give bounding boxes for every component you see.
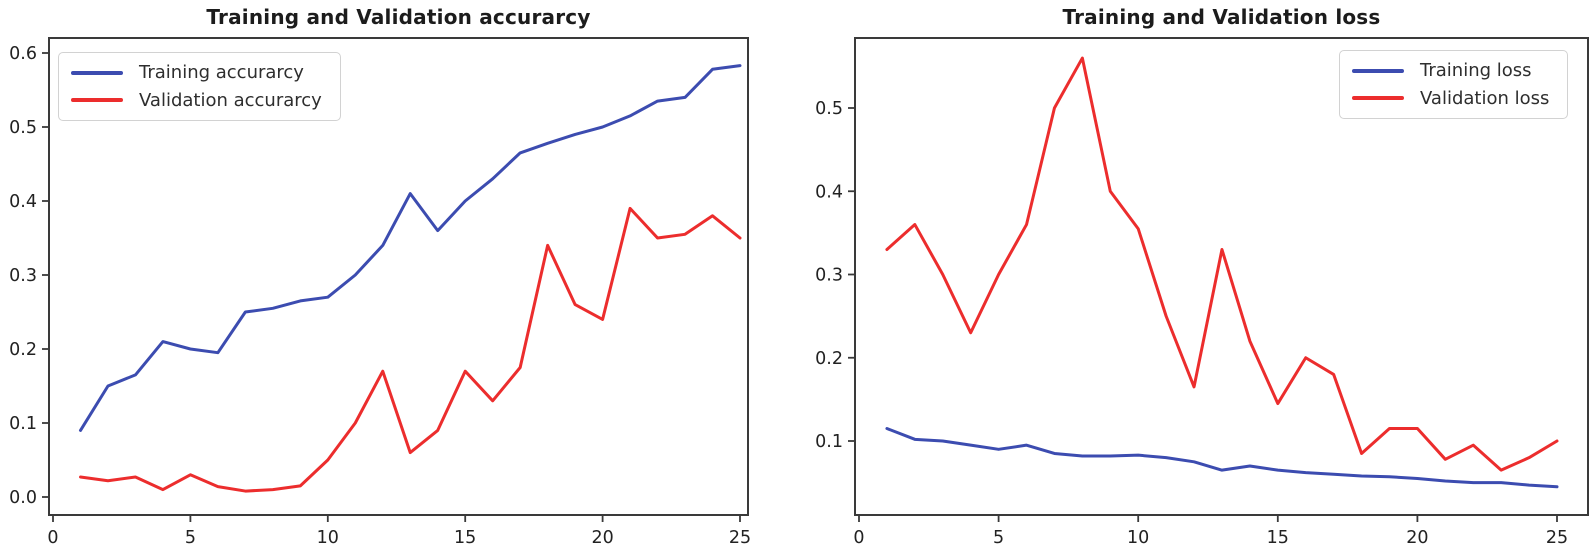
y-tick-label: 0.2 [9,340,37,360]
axes-spines [854,37,1589,516]
x-tick-label: 5 [185,528,196,548]
training-line-swatch-icon [71,70,123,75]
x-tick-label: 0 [853,528,864,548]
legend-entry-training-accuracy: Training accurarcy [71,62,322,84]
axes-spines [48,37,749,516]
x-tick-label: 10 [317,528,339,548]
y-tick-label: 0.3 [815,266,843,286]
x-tick-label: 25 [1546,528,1568,548]
y-tick-label: 0.5 [9,118,37,138]
legend-label: Validation loss [1420,87,1550,109]
validation-line-swatch-icon [71,98,123,103]
y-tick-label: 0.1 [9,414,37,434]
x-tick-label: 15 [1267,528,1289,548]
validation-line-swatch-icon [1352,96,1404,101]
legend-entry-validation-accuracy: Validation accurarcy [71,90,322,112]
legend-entry-training-loss: Training loss [1352,60,1549,82]
loss-chart-title: Training and Validation loss [1062,5,1381,29]
x-tick-label: 5 [993,528,1004,548]
training-series-line [885,427,1559,489]
legend-entry-validation-loss: Validation loss [1352,88,1549,110]
x-tick-label: 25 [729,528,751,548]
y-tick-label: 0.5 [815,99,843,119]
training-line-swatch-icon [1352,68,1404,73]
x-tick-label: 10 [1127,528,1149,548]
accuracy-chart-title: Training and Validation accurarcy [206,5,591,29]
legend-label: Training loss [1420,60,1532,81]
y-tick-label: 0.4 [815,182,843,202]
accuracy-legend: Training accurarcy Validation accurarcy [58,52,341,122]
loss-legend: Training loss Validation loss [1339,50,1569,120]
y-tick-label: 0.0 [9,488,37,508]
training-series-line [78,64,742,432]
x-tick-label: 0 [47,528,58,548]
loss-chart: 0 5 10 15 20 25 0.1 0.2 0.3 0.4 0.5 Training and V… [797,0,1594,554]
legend-label: Validation accurarcy [139,89,322,111]
y-tick-label: 0.4 [9,192,37,212]
x-tick-label: 20 [591,528,613,548]
x-tick-label: 20 [1406,528,1428,548]
y-tick-label: 0.1 [815,432,843,452]
validation-series-line [885,56,1559,472]
y-tick-label: 0.6 [9,44,37,64]
validation-series-line [78,206,742,493]
x-tick-label: 15 [454,528,476,548]
loss-chart-canvas: 0 5 10 15 20 25 0.1 0.2 0.3 0.4 0.5 [815,37,1589,548]
y-tick-label: 0.2 [815,349,843,369]
y-tick-label: 0.3 [9,266,37,286]
accuracy-chart-canvas: 0 5 10 15 20 25 0.0 0.1 0.2 0.3 0.4 0.5 0.6 [9,37,751,548]
legend-label: Training accurarcy [139,62,304,83]
accuracy-chart: 0 5 10 15 20 25 0.0 0.1 0.2 0.3 0.4 0.5 0.6 Training… [9,5,751,548]
